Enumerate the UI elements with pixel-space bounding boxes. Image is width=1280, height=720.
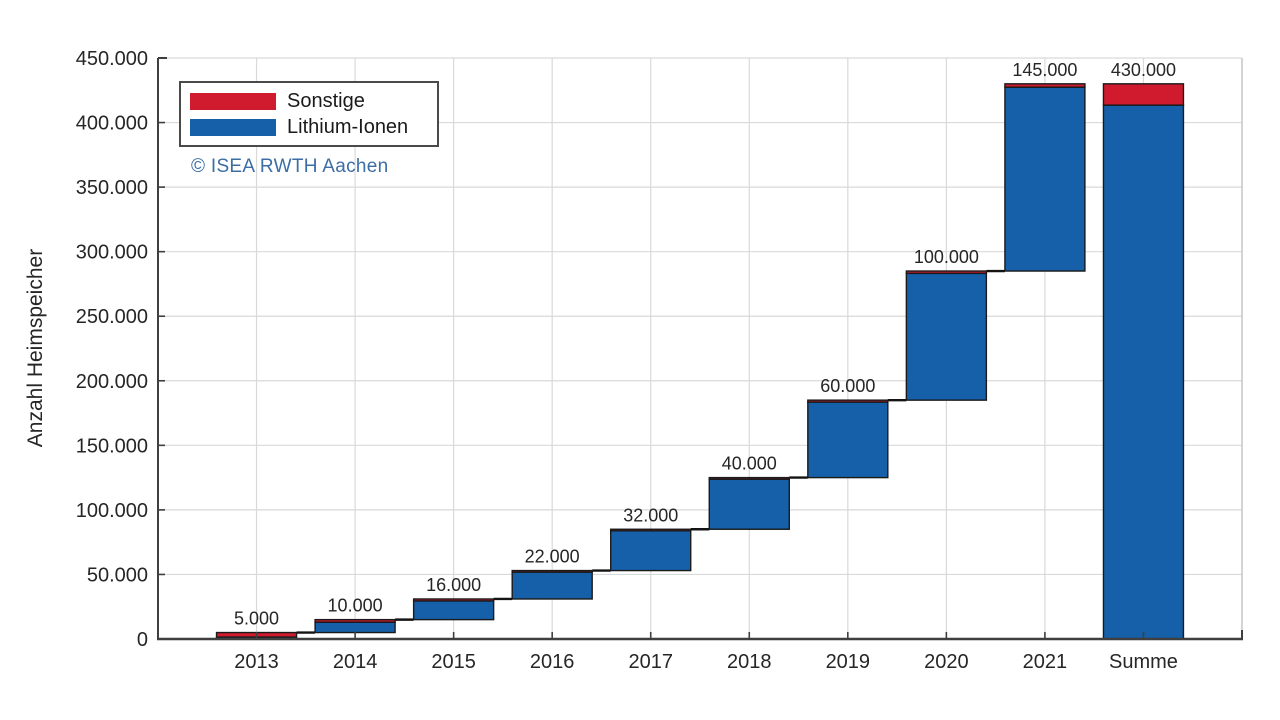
bar-2016-sonstige <box>511 569 593 573</box>
y-tick-label: 0 <box>137 629 148 651</box>
y-tick-label: 250.000 <box>76 306 148 328</box>
y-axis-label: Anzahl Heimspeicher <box>24 248 47 448</box>
x-tick-label: 2014 <box>333 651 378 673</box>
x-tick-label: 2021 <box>1023 651 1068 673</box>
bar-2017-lithium-ionen <box>610 530 692 572</box>
bar-value-label: 40.000 <box>722 454 777 474</box>
bar-2015-sonstige <box>412 598 495 602</box>
x-tick-label: 2016 <box>530 651 575 673</box>
copyright-note: © ISEA RWTH Aachen <box>191 156 389 177</box>
y-tick-label: 300.000 <box>76 242 148 264</box>
bar-2019-sonstige <box>807 399 889 403</box>
legend-label-lithium-ionen: Lithium-Ionen <box>287 116 409 138</box>
y-tick-label: 450.000 <box>76 48 148 70</box>
bar-2014-sonstige <box>314 618 396 623</box>
bar-value-label: 60.000 <box>820 376 875 396</box>
bar-2020-lithium-ionen <box>905 272 988 401</box>
x-tick-label: 2013 <box>234 651 279 673</box>
legend-item-lithium-ionen: Lithium-Ionen <box>190 115 429 139</box>
bar-2018-sonstige <box>708 476 790 480</box>
x-tick-label: 2020 <box>924 651 969 673</box>
x-tick-label: 2018 <box>727 651 772 673</box>
lithium-ionen-color-swatch <box>190 118 276 136</box>
bar-value-label: 32.000 <box>623 505 678 525</box>
y-tick-label: 150.000 <box>76 435 148 457</box>
bar-value-label: 10.000 <box>328 596 383 616</box>
bar-value-label: 16.000 <box>426 575 481 595</box>
bar-summe-lithium-ionen <box>1102 104 1185 640</box>
sonstige-color-swatch <box>190 92 276 110</box>
bar-2018-lithium-ionen <box>708 478 790 530</box>
y-tick-label: 100.000 <box>76 500 148 522</box>
bar-value-label: 430.000 <box>1111 60 1176 80</box>
bar-2019-lithium-ionen <box>807 401 889 479</box>
y-tick-label: 350.000 <box>76 177 148 199</box>
bar-value-label: 22.000 <box>525 547 580 567</box>
bar-2016-lithium-ionen <box>511 571 593 600</box>
y-tick-label: 200.000 <box>76 371 148 393</box>
legend: Sonstige Lithium-Ionen <box>179 81 439 147</box>
bar-2015-lithium-ionen <box>412 600 495 621</box>
legend-label-sonstige: Sonstige <box>287 90 365 112</box>
bar-summe-sonstige <box>1102 83 1185 106</box>
bar-2014-lithium-ionen <box>314 621 396 634</box>
bar-2017-sonstige <box>610 528 692 532</box>
x-tick-label: 2015 <box>431 651 476 673</box>
bar-value-label: 5.000 <box>234 609 279 629</box>
bar-2021-lithium-ionen <box>1004 86 1086 272</box>
bar-value-label: 145.000 <box>1012 60 1077 80</box>
x-tick-label: 2019 <box>826 651 871 673</box>
bar-2020-sonstige <box>905 270 988 275</box>
bar-2021-sonstige <box>1004 83 1086 88</box>
x-tick-label: 2017 <box>628 651 673 673</box>
legend-item-sonstige: Sonstige <box>190 89 429 113</box>
y-tick-label: 50.000 <box>87 564 148 586</box>
x-tick-label: Summe <box>1109 651 1178 673</box>
bar-value-label: 100.000 <box>914 247 979 267</box>
y-tick-label: 400.000 <box>76 113 148 135</box>
